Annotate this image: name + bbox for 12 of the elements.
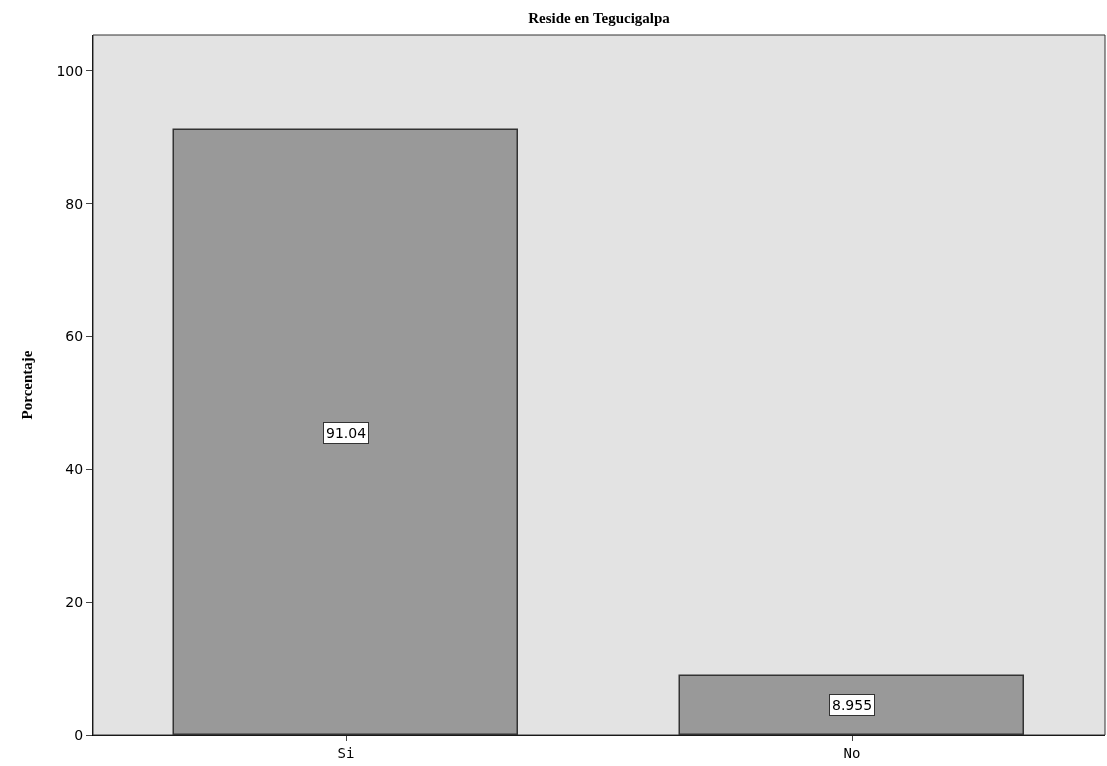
chart-title: Reside en Tegucigalpa: [528, 10, 671, 27]
y-tick-label: 80: [65, 195, 84, 212]
y-tick-label: 100: [56, 62, 84, 79]
y-tick-label: 0: [74, 726, 84, 743]
x-tick-label: No: [843, 744, 861, 761]
x-tick-label: Si: [337, 744, 355, 761]
data-label: 8.955: [832, 697, 873, 713]
y-axis-title: Porcentaje: [18, 350, 35, 420]
data-label: 91.04: [326, 425, 367, 441]
y-tick-label: 60: [65, 328, 84, 345]
y-tick-label: 40: [65, 461, 84, 478]
y-tick-label: 20: [65, 594, 84, 611]
